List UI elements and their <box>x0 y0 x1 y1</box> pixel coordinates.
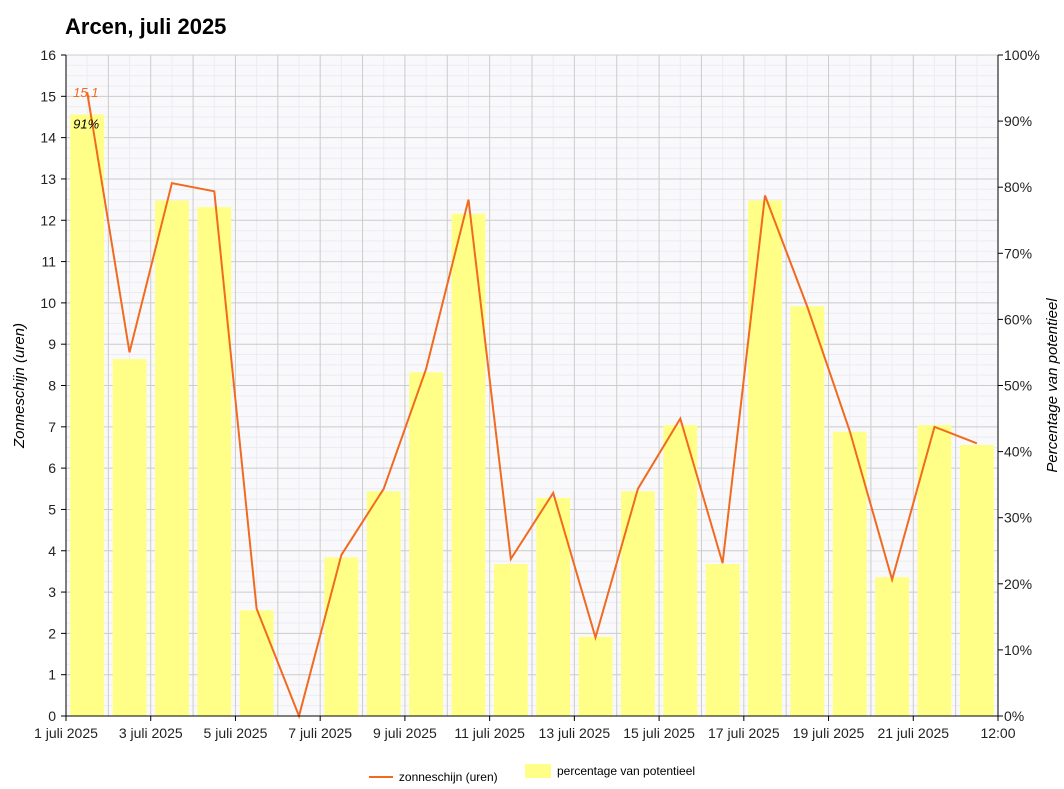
y-tick-label: 13 <box>40 171 56 187</box>
x-tick-label: 1 juli 2025 <box>34 725 98 741</box>
y2-tick-label: 40% <box>1004 444 1032 460</box>
bar-9 <box>409 372 444 716</box>
bar-2 <box>112 359 147 716</box>
x-tick-label: 13 juli 2025 <box>539 725 611 741</box>
y2-tick-label: 80% <box>1004 179 1032 195</box>
y-tick-label: 6 <box>48 460 56 476</box>
y2-tick-label: 100% <box>1004 47 1040 63</box>
y2-tick-label: 0% <box>1004 708 1024 724</box>
bar-22 <box>959 444 994 716</box>
x-tick-label: 15 juli 2025 <box>623 725 695 741</box>
chart-title: Arcen, juli 2025 <box>65 14 227 39</box>
bar-1 <box>70 114 105 717</box>
y-tick-label: 5 <box>48 501 56 517</box>
bar-7 <box>324 557 359 716</box>
bar-4 <box>197 207 232 716</box>
x-tick-label: 17 juli 2025 <box>708 725 780 741</box>
chart-area: 15,191%0123456789101112131415160%10%20%3… <box>11 47 1061 741</box>
bar-13 <box>578 636 613 716</box>
y2-tick-label: 50% <box>1004 378 1032 394</box>
y-tick-label: 7 <box>48 419 56 435</box>
x-tick-label: 11 juli 2025 <box>454 725 525 741</box>
y-tick-label: 14 <box>40 130 56 146</box>
legend-line-label: zonneschijn (uren) <box>398 770 498 784</box>
legend-item-bar[interactable]: percentage van potentieel <box>524 764 696 778</box>
y-axis-title: Zonneschijn (uren) <box>11 323 28 449</box>
bar-21 <box>917 425 952 716</box>
bar-15 <box>663 425 698 716</box>
legend-bar-swatch <box>524 764 551 778</box>
legend-bar-label: percentage van potentieel <box>556 764 696 778</box>
y2-tick-label: 60% <box>1004 311 1032 327</box>
y-tick-label: 2 <box>48 625 56 641</box>
bar-20 <box>875 577 910 716</box>
y2-tick-label: 10% <box>1004 642 1032 658</box>
y2-tick-label: 30% <box>1004 510 1032 526</box>
bar-18 <box>790 306 825 716</box>
y-tick-label: 3 <box>48 584 56 600</box>
y2-tick-label: 70% <box>1004 245 1032 261</box>
annotation-bar-value: 91% <box>73 116 99 131</box>
bar-3 <box>154 200 189 717</box>
bar-8 <box>366 491 401 716</box>
bar-19 <box>832 431 867 716</box>
x-tick-label: 19 juli 2025 <box>793 725 865 741</box>
y2-tick-label: 90% <box>1004 113 1032 129</box>
y-tick-label: 4 <box>48 543 56 559</box>
bar-11 <box>493 563 528 716</box>
x-tick-label: 21 juli 2025 <box>877 725 949 741</box>
x-tick-label: 12:00 <box>980 725 1015 741</box>
bar-17 <box>748 200 782 717</box>
y-tick-label: 10 <box>40 295 56 311</box>
bar-16 <box>705 563 740 716</box>
annotation-line-value: 15,1 <box>73 85 98 100</box>
bar-10 <box>451 213 486 716</box>
y-tick-label: 0 <box>48 708 56 724</box>
y-tick-label: 15 <box>40 88 56 104</box>
x-tick-label: 9 juli 2025 <box>373 725 437 741</box>
x-tick-label: 7 juli 2025 <box>288 725 352 741</box>
y-tick-label: 1 <box>48 667 56 683</box>
y2-tick-label: 20% <box>1004 576 1032 592</box>
legend-item-line[interactable]: zonneschijn (uren) <box>368 770 498 784</box>
y-tick-label: 8 <box>48 378 56 394</box>
bar-5 <box>239 610 274 716</box>
y-tick-label: 16 <box>40 47 56 63</box>
y-tick-label: 11 <box>41 254 56 270</box>
bar-14 <box>620 491 655 716</box>
line-series-zonneschijn <box>86 92 978 720</box>
legend: zonneschijn (uren) percentage van potent… <box>0 764 1064 784</box>
x-tick-label: 3 juli 2025 <box>119 725 183 741</box>
y2-axis-title: Percentage van potentieel <box>1044 298 1061 473</box>
legend-line-swatch <box>368 776 393 778</box>
y-tick-label: 12 <box>40 212 56 228</box>
x-tick-label: 5 juli 2025 <box>204 725 268 741</box>
y-tick-label: 9 <box>48 336 56 352</box>
